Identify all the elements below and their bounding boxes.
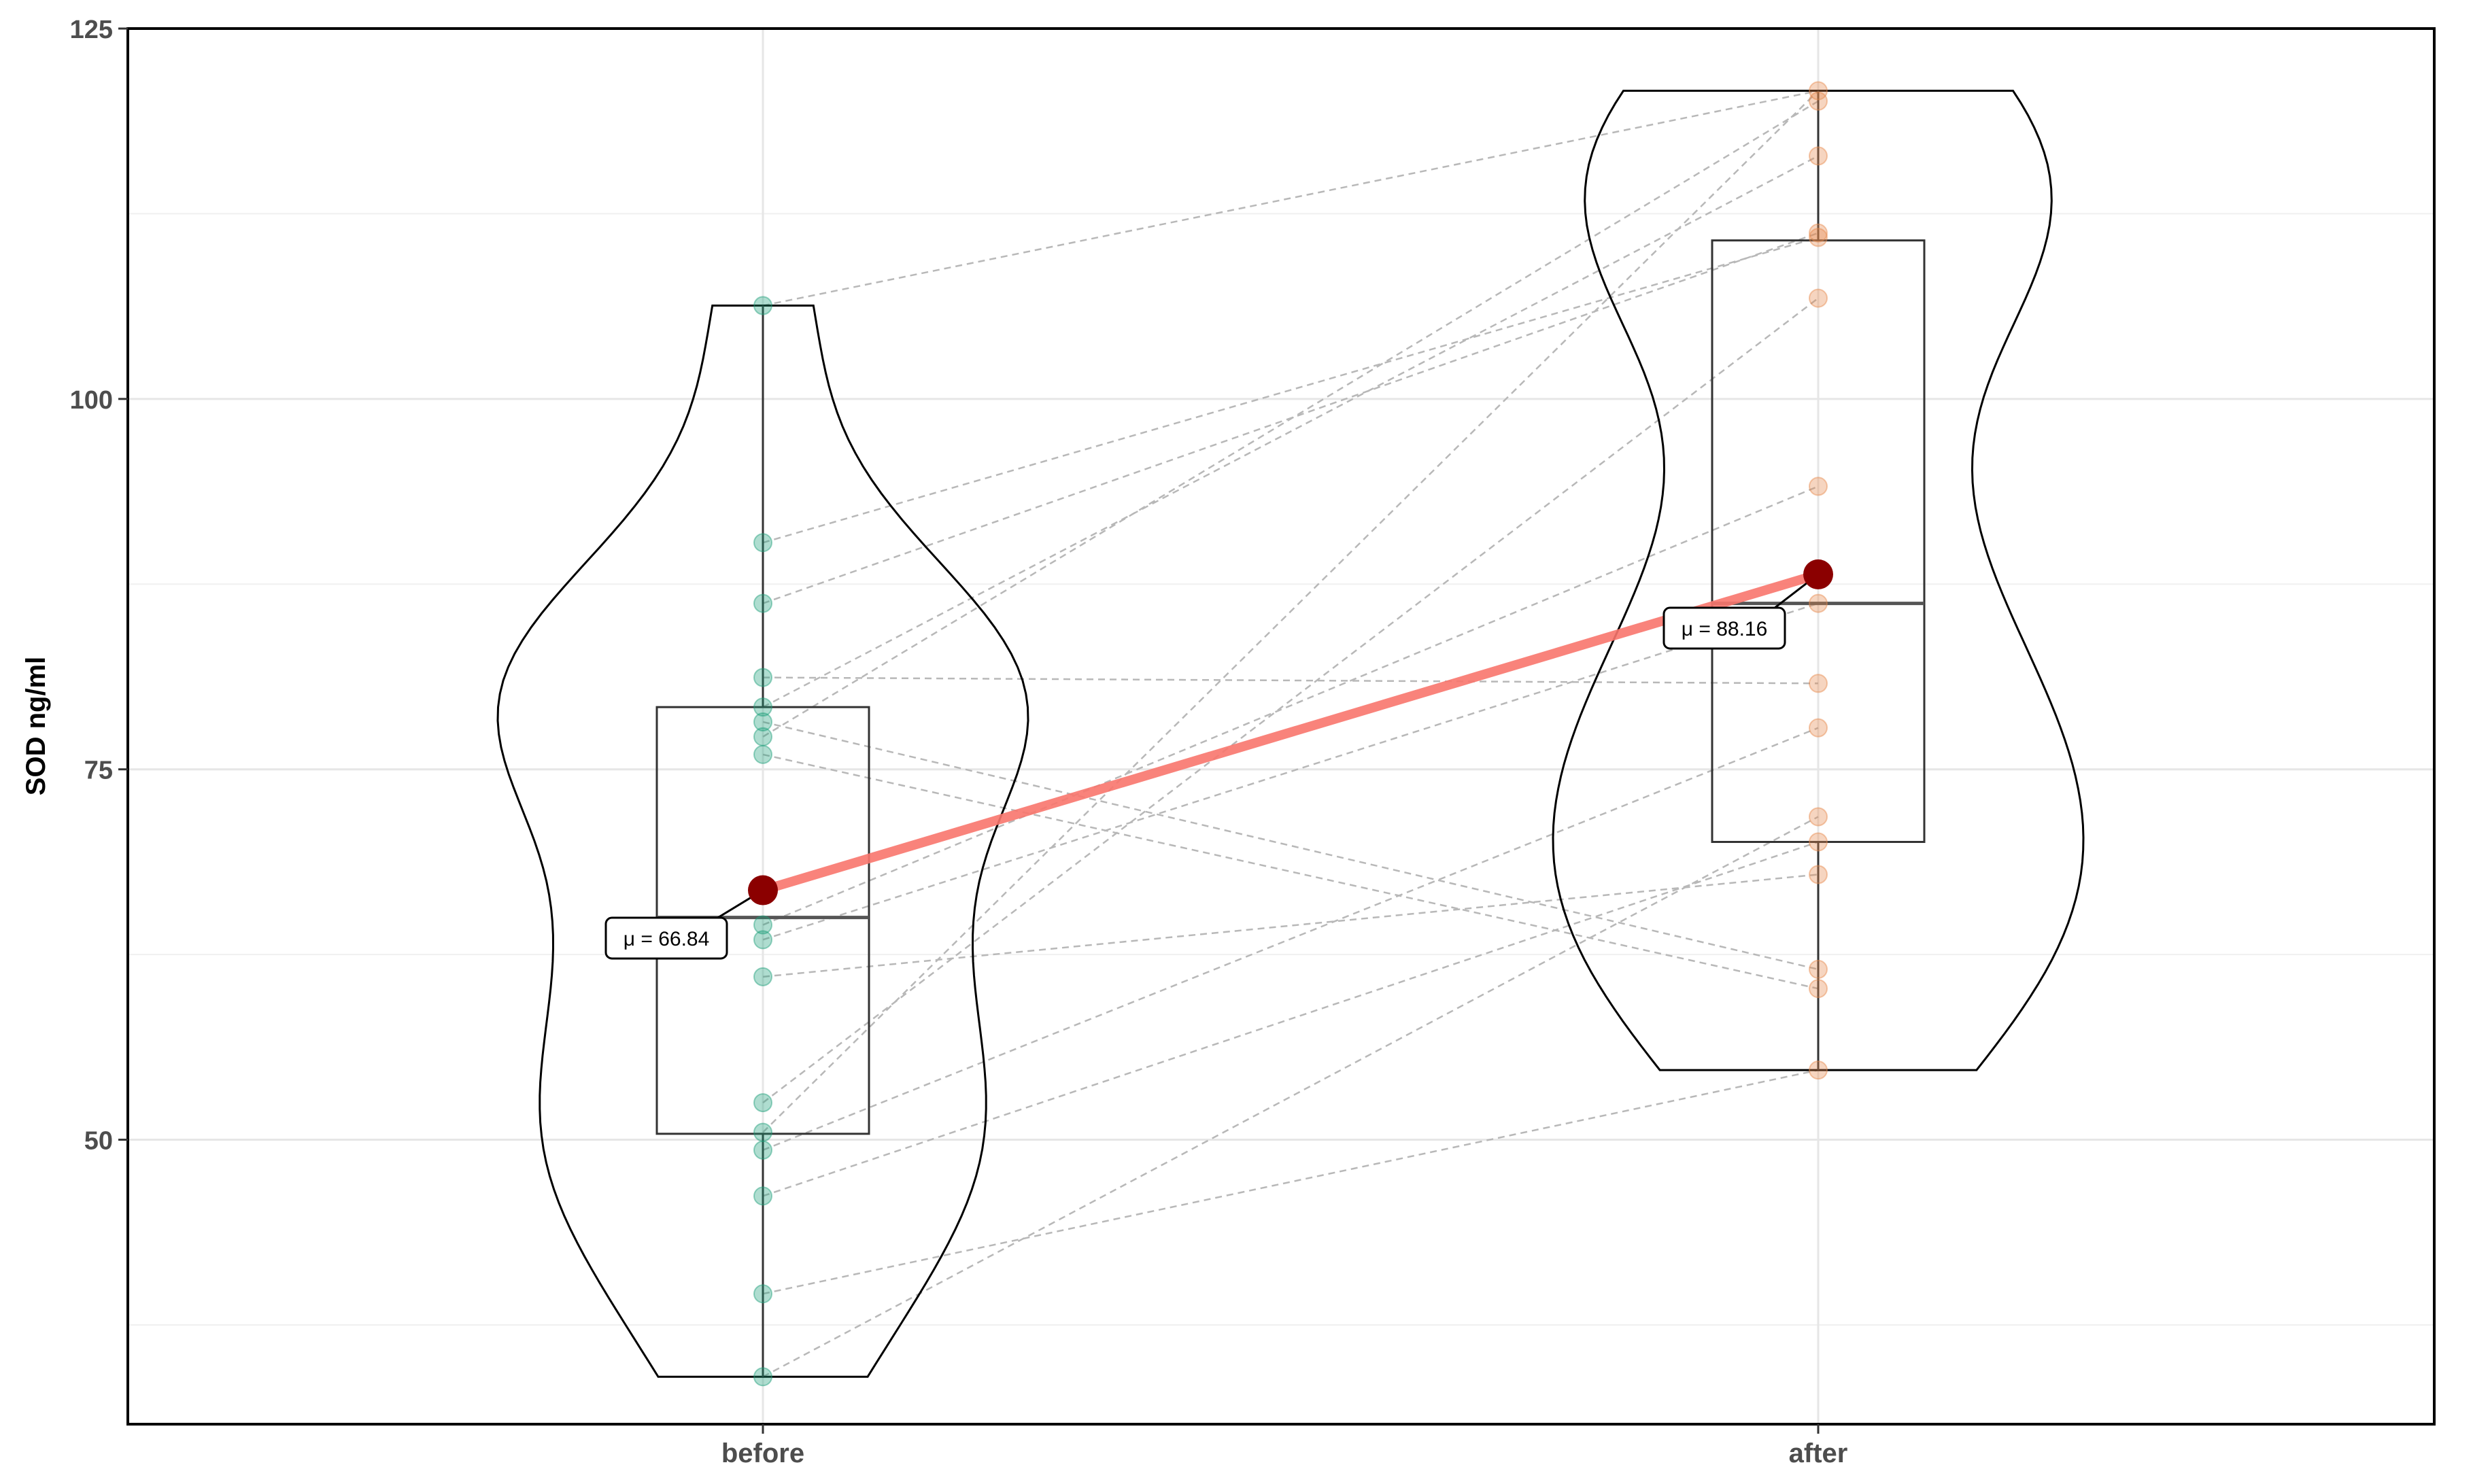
mean-point-before (748, 875, 778, 905)
data-point (1809, 674, 1828, 693)
data-point (753, 697, 772, 717)
data-point (1809, 865, 1828, 884)
data-point (1809, 81, 1828, 101)
data-points (753, 81, 1828, 1387)
data-point (753, 744, 772, 764)
pair-line (762, 485, 1819, 926)
data-point (753, 533, 772, 553)
data-point (1809, 832, 1828, 852)
data-point (1809, 288, 1828, 308)
pair-line (762, 721, 1819, 971)
data-point (753, 1093, 772, 1113)
data-point (1809, 959, 1828, 979)
data-point (753, 1122, 772, 1142)
mean-label-after: μ = 88.16 (1662, 573, 1819, 650)
pair-line (762, 90, 1819, 307)
data-point (753, 712, 772, 731)
data-point (753, 727, 772, 746)
x-tick-label-after: after (1789, 1438, 1848, 1468)
data-point (753, 1367, 772, 1387)
plot-background (128, 29, 2434, 1424)
data-point (753, 593, 772, 613)
mean-label-box (1662, 606, 1786, 650)
means: μ = 66.84 μ = 88.16 (604, 559, 1833, 960)
pair-line (762, 90, 1819, 1133)
data-point (753, 915, 772, 935)
data-point (1809, 593, 1828, 613)
data-point (753, 1284, 772, 1304)
paired-lines (762, 90, 1819, 1378)
pair-line (762, 816, 1819, 1378)
data-point (1809, 807, 1828, 827)
pair-line (762, 753, 1819, 990)
mean-label-box (604, 916, 728, 960)
pair-line (762, 727, 1819, 1151)
data-point (753, 668, 772, 687)
plot-border (126, 27, 2436, 1426)
violin-after (1552, 90, 2085, 1071)
mean-label-before: μ = 66.84 (604, 889, 764, 960)
violin-before (496, 305, 1029, 1378)
pair-line (762, 841, 1819, 1197)
mean-label-text: μ = 66.84 (624, 928, 710, 950)
pair-line (762, 155, 1819, 708)
mean-point-after (1803, 559, 1833, 589)
mean-label-text: μ = 88.16 (1682, 618, 1768, 640)
pair-line (762, 1069, 1819, 1295)
y-axis-title: SOD ng/ml (21, 657, 51, 795)
violins (496, 90, 2085, 1378)
data-point (753, 296, 772, 315)
data-point (753, 1140, 772, 1160)
data-point (1809, 146, 1828, 166)
y-axis: 50 75 100 125 (70, 16, 128, 1156)
data-point (1809, 718, 1828, 738)
pair-line (762, 100, 1819, 738)
y-tick-label: 75 (84, 757, 113, 785)
pair-line (762, 237, 1819, 544)
y-tick-label: 50 (84, 1127, 113, 1156)
data-point (753, 930, 772, 950)
data-point (1809, 1060, 1828, 1080)
data-point (753, 967, 772, 986)
pair-line (762, 297, 1819, 1104)
data-point (1809, 979, 1828, 999)
y-tick-label: 125 (70, 16, 113, 44)
data-point (1809, 91, 1828, 111)
mean-connector-line (758, 569, 1823, 895)
data-point (1809, 477, 1828, 496)
data-point (1809, 223, 1828, 243)
x-tick-label-before: before (721, 1438, 804, 1468)
data-point (1809, 228, 1828, 247)
x-axis: before after (721, 1424, 1847, 1468)
y-tick-label: 100 (70, 386, 113, 415)
data-point (753, 1186, 772, 1206)
box-after (1711, 239, 1926, 843)
pair-line (762, 676, 1819, 685)
